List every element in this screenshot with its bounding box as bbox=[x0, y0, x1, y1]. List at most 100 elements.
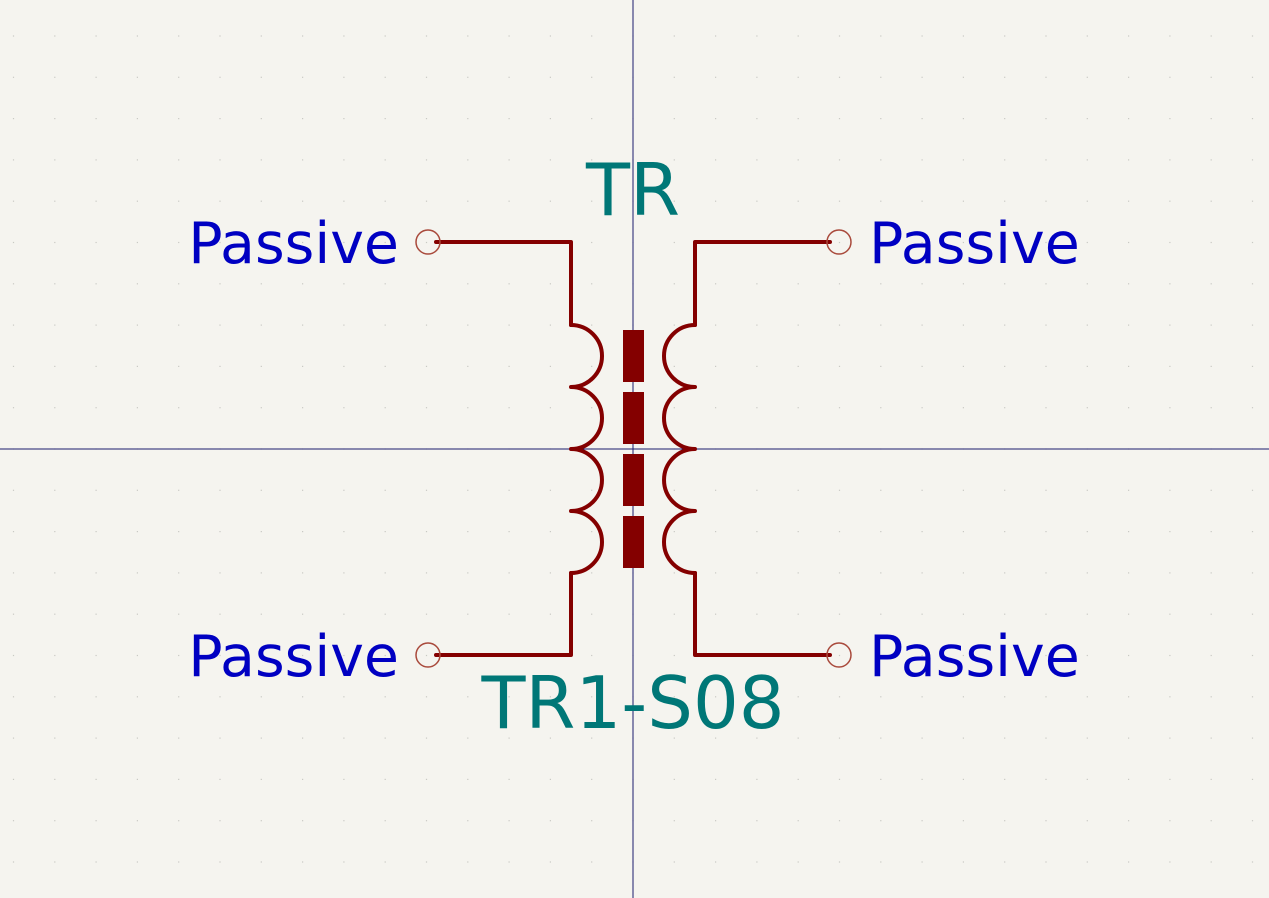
grid-dot bbox=[343, 407, 345, 409]
grid-dot bbox=[54, 200, 56, 202]
grid-dot bbox=[591, 76, 593, 78]
grid-dot bbox=[95, 76, 97, 78]
grid-dot bbox=[178, 35, 180, 37]
grid-dot bbox=[1045, 861, 1047, 863]
grid-dot bbox=[343, 861, 345, 863]
grid-dot bbox=[508, 118, 510, 120]
grid-dot bbox=[880, 820, 882, 822]
grid-dot bbox=[1251, 613, 1254, 615]
grid-dot bbox=[178, 365, 180, 367]
grid-dot bbox=[302, 283, 304, 285]
grid-dot bbox=[962, 76, 964, 78]
grid-dot bbox=[880, 159, 882, 161]
grid-dot bbox=[467, 531, 469, 533]
grid-dot bbox=[797, 696, 799, 698]
grid-dot bbox=[95, 283, 97, 285]
pin-type-label-top-right: Passive bbox=[869, 211, 1080, 277]
grid-dot bbox=[1169, 407, 1171, 409]
grid-dot bbox=[260, 407, 262, 409]
grid-dot bbox=[1169, 324, 1171, 326]
grid-dot bbox=[880, 613, 882, 615]
grid-dot bbox=[1004, 861, 1006, 863]
grid-dot bbox=[260, 737, 262, 739]
core-segment bbox=[623, 454, 644, 506]
grid-dot bbox=[12, 531, 15, 533]
grid-dot bbox=[302, 778, 304, 780]
grid-dot bbox=[715, 283, 717, 285]
reference-field[interactable]: TR bbox=[585, 148, 680, 232]
grid-dot bbox=[54, 613, 56, 615]
grid-dot bbox=[838, 200, 841, 202]
grid-dot bbox=[880, 200, 882, 202]
grid-dot bbox=[880, 365, 882, 367]
grid-dot bbox=[136, 613, 138, 615]
grid-dot bbox=[508, 861, 510, 863]
grid-dot bbox=[136, 76, 138, 78]
grid-dot bbox=[1169, 778, 1171, 780]
transformer-symbol[interactable] bbox=[434, 240, 832, 657]
grid-dot bbox=[1169, 241, 1171, 244]
grid-dot bbox=[178, 159, 180, 161]
grid-dot bbox=[425, 654, 428, 657]
grid-dot bbox=[343, 778, 345, 780]
grid-dot bbox=[467, 778, 469, 780]
grid-dot bbox=[591, 737, 593, 739]
grid-dot bbox=[136, 241, 138, 244]
pin-endpoint-circle[interactable] bbox=[826, 229, 852, 255]
grid-dot bbox=[95, 778, 97, 780]
grid-dot bbox=[838, 489, 841, 491]
grid-dot bbox=[508, 737, 510, 739]
pin-endpoint-circle[interactable] bbox=[826, 642, 852, 668]
grid-dot bbox=[467, 324, 469, 326]
grid-dot bbox=[1086, 737, 1088, 739]
grid-dot bbox=[302, 200, 304, 202]
grid-dot bbox=[962, 200, 964, 202]
grid-dot bbox=[549, 489, 551, 491]
pin-endpoint-circle[interactable] bbox=[415, 229, 441, 255]
grid-dot bbox=[508, 613, 510, 615]
grid-dot bbox=[95, 241, 97, 244]
grid-dot bbox=[797, 365, 799, 367]
grid-dot bbox=[12, 737, 15, 739]
grid-dot bbox=[962, 489, 964, 491]
grid-dot bbox=[838, 35, 841, 37]
grid-dot bbox=[715, 861, 717, 863]
grid-dot bbox=[756, 489, 758, 491]
grid-dot bbox=[921, 572, 923, 574]
grid-dot bbox=[673, 572, 675, 574]
grid-dot bbox=[343, 572, 345, 574]
grid-dot bbox=[1251, 159, 1254, 161]
grid-dot bbox=[12, 159, 15, 161]
grid-dot bbox=[880, 531, 882, 533]
grid-dot bbox=[1210, 118, 1212, 120]
grid-dot bbox=[549, 159, 551, 161]
grid-dot bbox=[343, 324, 345, 326]
grid-dot bbox=[838, 407, 841, 409]
grid-dot bbox=[1045, 76, 1047, 78]
grid-dot bbox=[1045, 572, 1047, 574]
grid-dot bbox=[1251, 778, 1254, 780]
grid-dot bbox=[219, 283, 221, 285]
grid-dot bbox=[1004, 572, 1006, 574]
grid-dot bbox=[756, 76, 758, 78]
grid-dot bbox=[302, 365, 304, 367]
grid-dot bbox=[260, 200, 262, 202]
grid-dot bbox=[302, 118, 304, 120]
grid-dot bbox=[838, 613, 841, 615]
grid-dot bbox=[219, 820, 221, 822]
grid-dot bbox=[797, 159, 799, 161]
grid-dot bbox=[1086, 365, 1088, 367]
grid-dot bbox=[797, 407, 799, 409]
grid-dot bbox=[715, 778, 717, 780]
grid-dot bbox=[467, 118, 469, 120]
grid-dot bbox=[673, 159, 675, 161]
value-field[interactable]: TR1-S08 bbox=[480, 661, 784, 745]
grid-dot bbox=[12, 654, 15, 657]
pin-endpoint-circle[interactable] bbox=[415, 642, 441, 668]
grid-dot bbox=[1086, 613, 1088, 615]
grid-dot bbox=[591, 407, 593, 409]
grid-dot bbox=[219, 365, 221, 367]
grid-dot bbox=[673, 613, 675, 615]
grid-dot bbox=[673, 778, 675, 780]
